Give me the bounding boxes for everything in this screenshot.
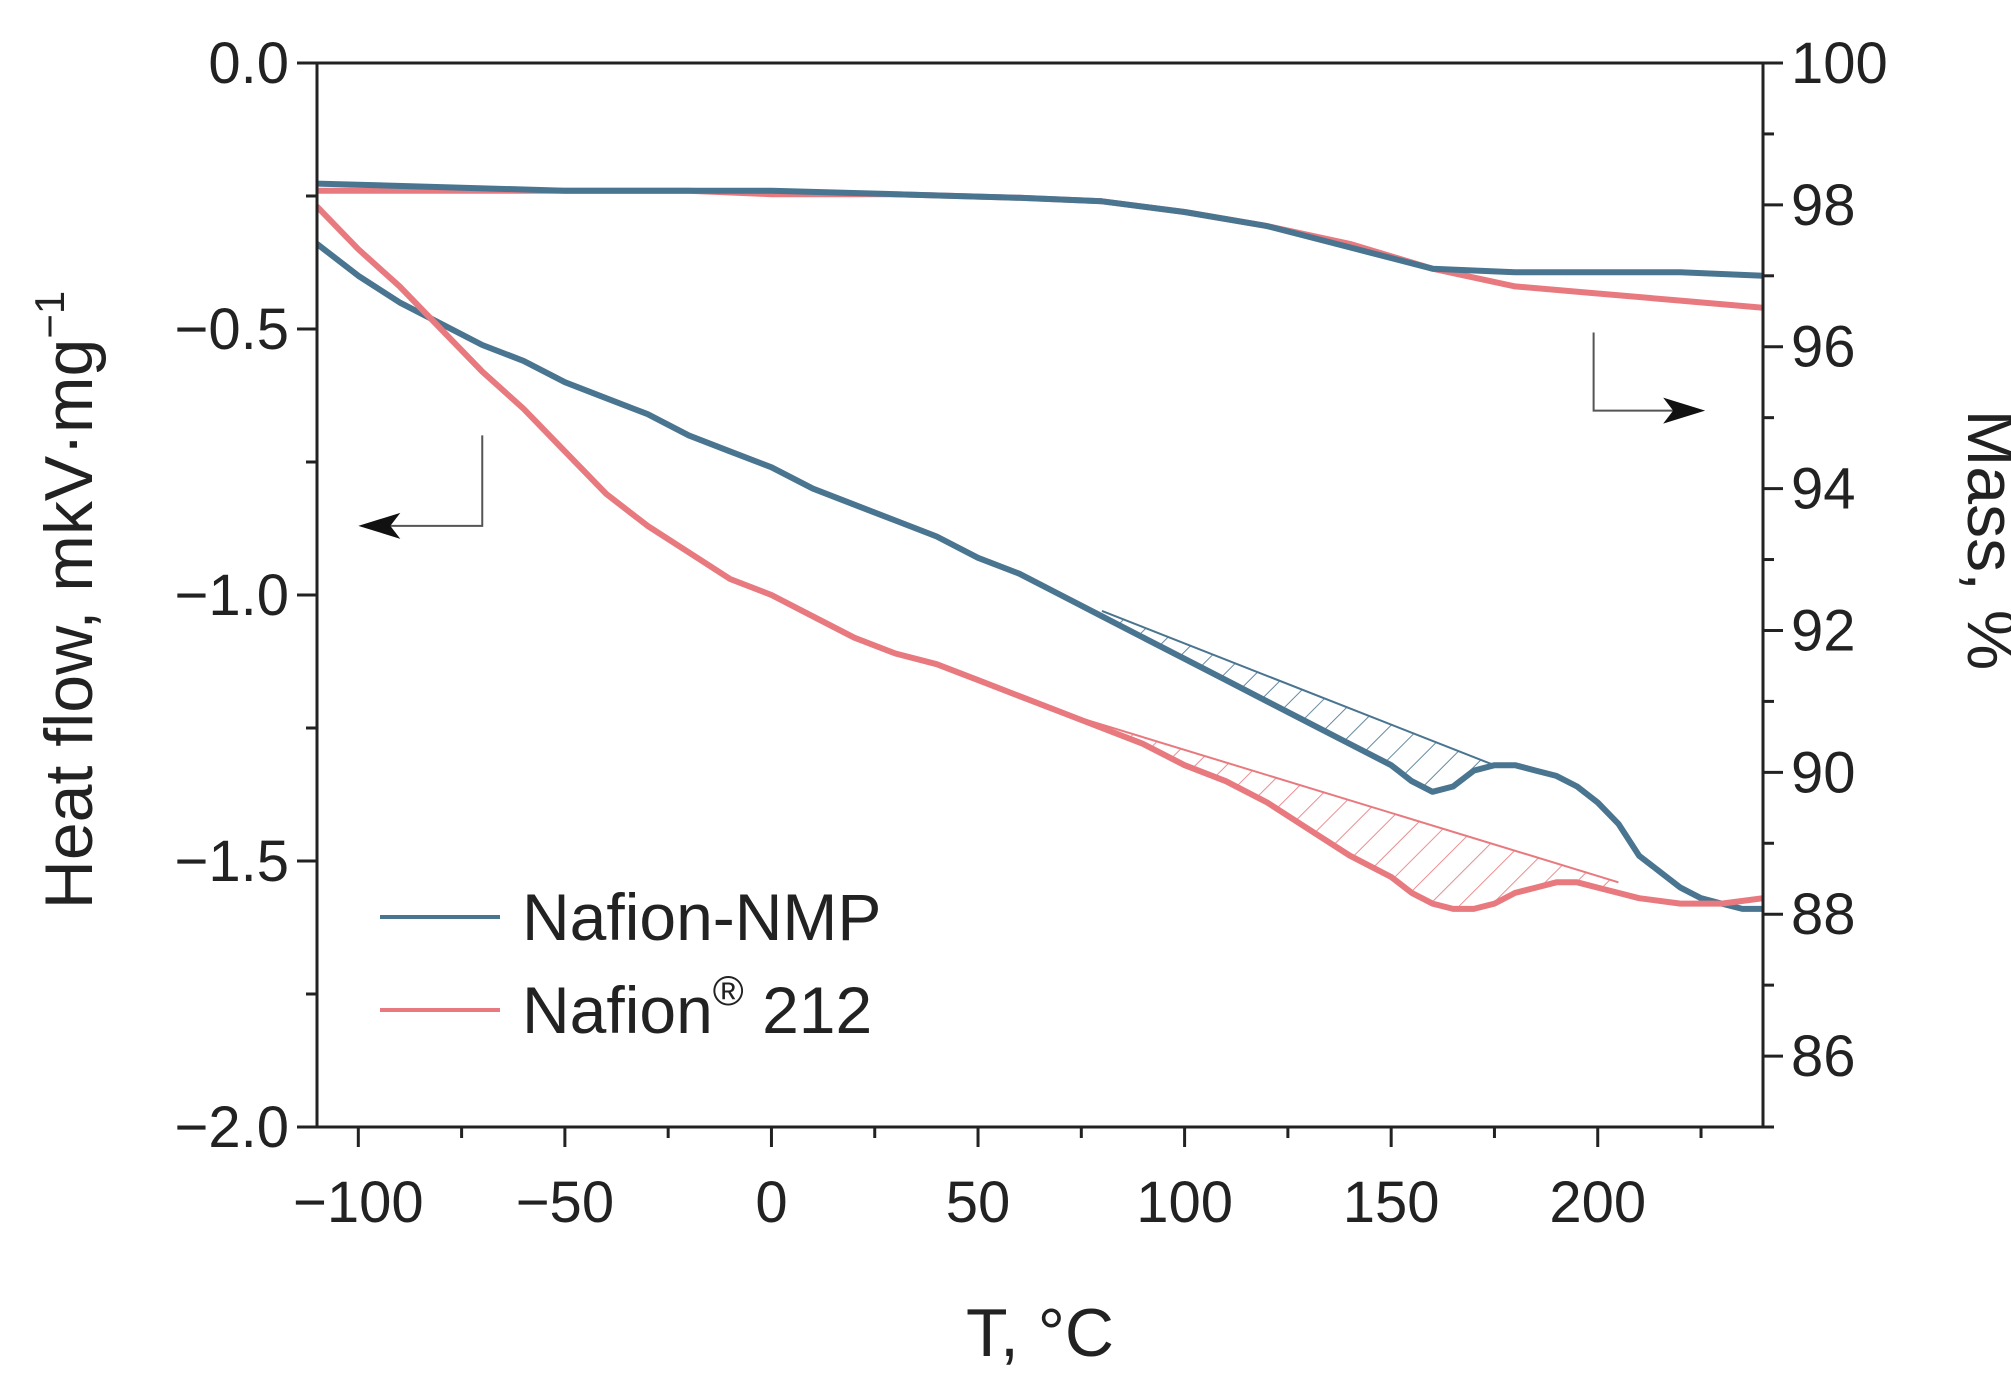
- y-right-tick-label: 96: [1791, 315, 1856, 380]
- y-right-tick-label: 92: [1791, 598, 1856, 663]
- arrow-head-left: [358, 512, 401, 539]
- y-right-tick-label: 86: [1791, 1024, 1856, 1089]
- series-nafion-nmp-mass: [317, 180, 1763, 279]
- plot-frame: [315, 61, 1765, 1129]
- y-right-tick-label: 98: [1791, 173, 1856, 238]
- arrow-head-right: [1663, 397, 1706, 424]
- hatched-baseline-nafion-nmp: [1101, 610, 1495, 767]
- axis-arrows: [358, 332, 1706, 539]
- x-tick-label: 50: [946, 1170, 1011, 1235]
- series-lines: [317, 180, 1763, 912]
- y-axis-left: 0.0 −0.5 −1.0 −1.5 −2.0: [175, 31, 317, 1160]
- series-nafion-212-mass: [317, 187, 1763, 311]
- legend-label-nafion-nmp: Nafion-NMP: [522, 880, 881, 954]
- y-left-tick-label: −0.5: [175, 297, 290, 362]
- arrow-to-left-axis: [378, 435, 484, 527]
- x-tick-label: 100: [1136, 1170, 1233, 1235]
- y-left-tick-label: −2.0: [175, 1095, 290, 1160]
- arrow-to-right-axis: [1592, 332, 1686, 412]
- x-tick-label: 200: [1549, 1170, 1646, 1235]
- y-left-tick-label: −1.5: [175, 829, 290, 894]
- legend: Nafion-NMP Nafion® 212: [380, 880, 881, 1047]
- hatched-baseline-nafion-212: [1060, 711, 1619, 884]
- x-tick-label: −50: [516, 1170, 614, 1235]
- x-axis: −100 −50 0 50 100 150 200: [293, 1127, 1703, 1235]
- y-axis-left-title-text: Heat flow, mkV·mg: [31, 339, 107, 910]
- hatched-regions: [1060, 610, 1619, 909]
- y-axis-left-title-superscript: −1: [26, 291, 73, 339]
- y-axis-left-title: Heat flow, mkV·mg−1: [26, 291, 107, 910]
- x-tick-label: −100: [293, 1170, 424, 1235]
- series-nafion-nmp-heat-flow: [317, 240, 1763, 912]
- x-tick-label: 150: [1343, 1170, 1440, 1235]
- x-tick-label: 0: [755, 1170, 787, 1235]
- y-left-tick-label: 0.0: [208, 31, 289, 96]
- y-right-tick-label: 94: [1791, 457, 1856, 522]
- y-axis-right-title: Mass, %: [1953, 410, 2011, 671]
- series-nafion-212-heat-flow: [317, 203, 1763, 912]
- legend-label-nafion-212-suffix: 212: [744, 973, 872, 1047]
- y-axis-right: 100 98 96 94 92 90 88 86: [1763, 31, 1888, 1129]
- hatched-region-nafion-212: [1060, 712, 1619, 909]
- legend-label-nafion-212: Nafion® 212: [522, 967, 872, 1047]
- x-axis-title: T, °C: [966, 1295, 1114, 1371]
- y-right-tick-label: 88: [1791, 882, 1856, 947]
- y-right-tick-label: 100: [1791, 31, 1888, 96]
- y-right-tick-label: 90: [1791, 740, 1856, 805]
- hatched-region-nafion-nmp: [1102, 611, 1495, 792]
- legend-label-nafion-212-base: Nafion: [522, 973, 713, 1047]
- y-left-tick-label: −1.0: [175, 563, 290, 628]
- legend-label-nafion-212-superscript: ®: [713, 967, 744, 1014]
